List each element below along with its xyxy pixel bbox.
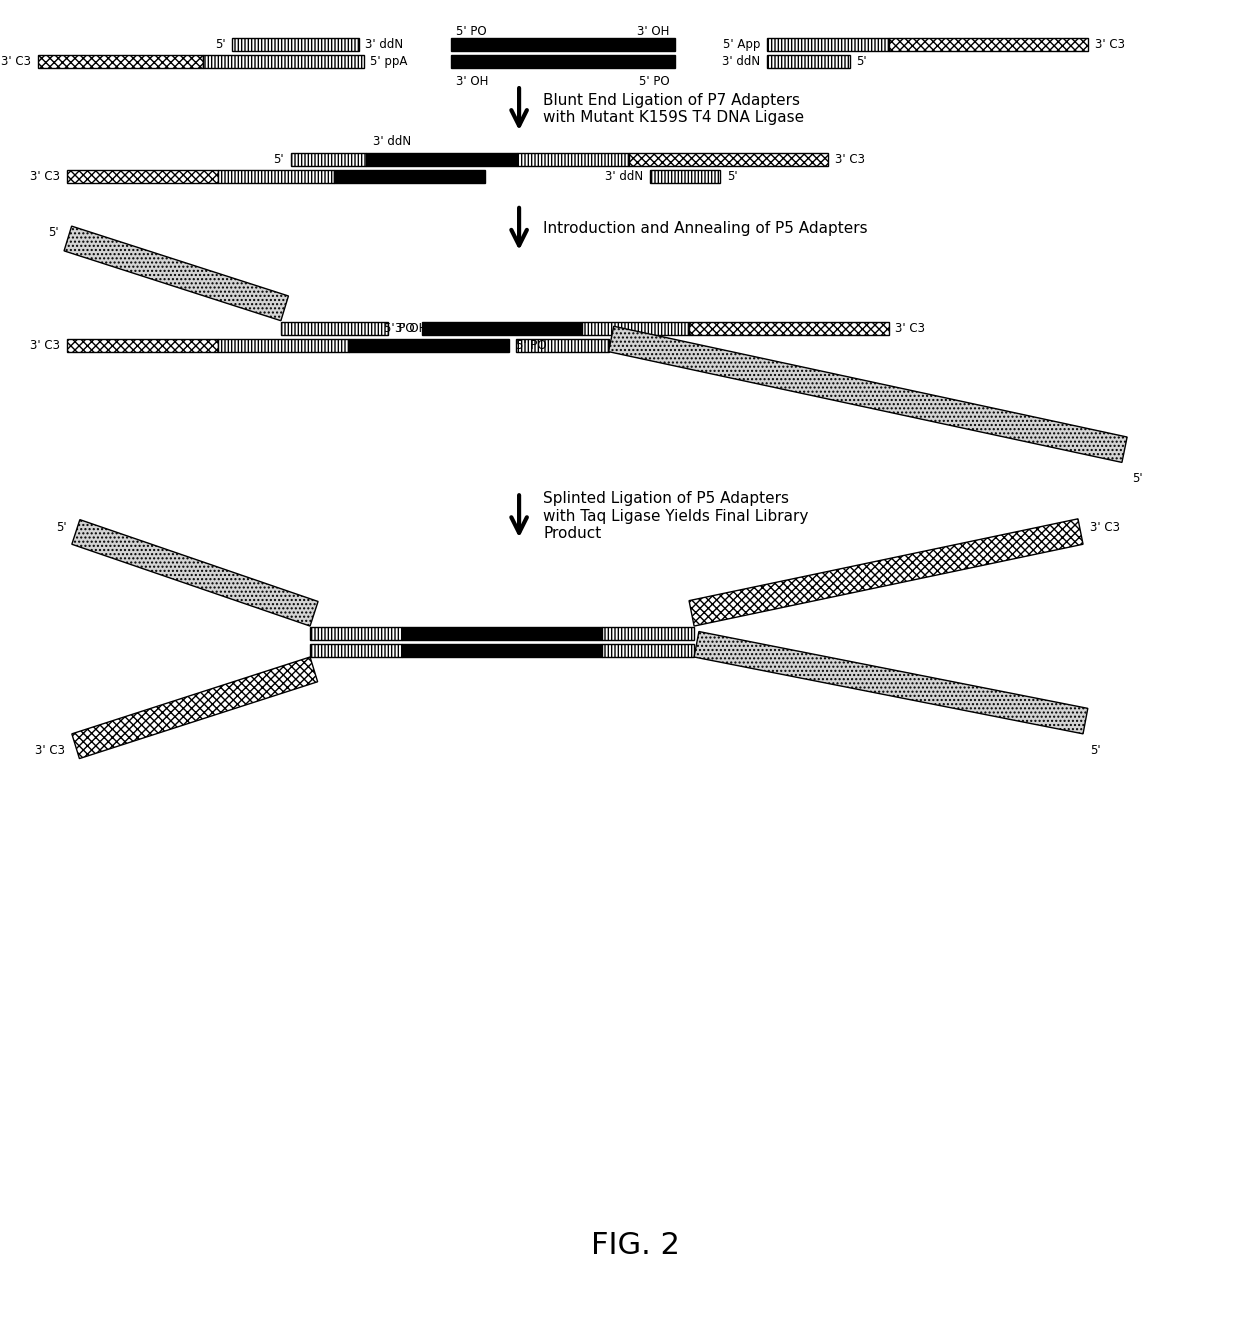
Bar (218, 338, 348, 352)
Bar (422, 321, 583, 334)
Bar (689, 321, 889, 334)
Text: 5' PO: 5' PO (384, 321, 415, 334)
Text: 3' C3: 3' C3 (1090, 521, 1120, 534)
Bar (451, 56, 675, 69)
Bar (232, 38, 358, 52)
Bar (203, 56, 363, 69)
Text: FIG. 2: FIG. 2 (591, 1231, 681, 1260)
Bar (67, 338, 218, 352)
Text: 3' OH: 3' OH (637, 25, 670, 38)
Bar (67, 171, 218, 182)
Text: Blunt End Ligation of P7 Adapters
with Mutant K159S T4 DNA Ligase: Blunt End Ligation of P7 Adapters with M… (543, 93, 805, 126)
Text: 5': 5' (727, 171, 738, 182)
Bar (310, 644, 403, 657)
Bar (281, 321, 388, 334)
Text: 5' PO: 5' PO (456, 25, 486, 38)
Polygon shape (689, 518, 1083, 627)
Text: 5': 5' (48, 226, 60, 239)
Text: 3' C3: 3' C3 (835, 153, 866, 167)
Polygon shape (609, 327, 1127, 463)
Text: 5' ppA: 5' ppA (371, 56, 408, 69)
Polygon shape (72, 657, 317, 759)
Text: 3' ddN: 3' ddN (366, 38, 403, 52)
Bar (629, 153, 828, 167)
Text: 5' App: 5' App (723, 38, 760, 52)
Text: 3' ddN: 3' ddN (722, 56, 760, 69)
Text: Splinted Ligation of P5 Adapters
with Taq Ligase Yields Final Library
Product: Splinted Ligation of P5 Adapters with Ta… (543, 492, 808, 541)
Text: 3' C3: 3' C3 (35, 744, 64, 756)
Bar (889, 38, 1087, 52)
Bar (768, 38, 889, 52)
Text: 5': 5' (56, 521, 67, 534)
Bar (348, 338, 510, 352)
Text: 5' PO: 5' PO (516, 338, 547, 352)
Polygon shape (64, 226, 289, 321)
Text: 5': 5' (1132, 472, 1142, 485)
Bar (310, 627, 403, 640)
Text: 5': 5' (273, 153, 284, 167)
Bar (601, 627, 694, 640)
Text: 5' PO: 5' PO (639, 75, 670, 89)
Text: 3' OH: 3' OH (477, 338, 510, 352)
Bar (650, 171, 720, 182)
Bar (37, 56, 203, 69)
Bar (403, 644, 601, 657)
Bar (517, 153, 629, 167)
Text: 5': 5' (1090, 744, 1100, 756)
Text: 3' OH: 3' OH (394, 321, 427, 334)
Bar (335, 171, 485, 182)
Text: 3' ddN: 3' ddN (373, 135, 412, 148)
Bar (367, 153, 517, 167)
Text: 3' C3: 3' C3 (30, 171, 61, 182)
Polygon shape (72, 520, 319, 627)
Bar (290, 153, 367, 167)
Bar (601, 644, 694, 657)
Bar (516, 338, 609, 352)
Text: 3' C3: 3' C3 (30, 338, 61, 352)
Text: 3' C3: 3' C3 (895, 321, 925, 334)
Text: 3' OH: 3' OH (456, 75, 489, 89)
Bar (451, 38, 675, 52)
Bar (768, 56, 849, 69)
Text: 5': 5' (215, 38, 226, 52)
Text: 5': 5' (857, 56, 867, 69)
Bar (403, 627, 601, 640)
Bar (583, 321, 689, 334)
Polygon shape (694, 632, 1087, 734)
Bar (218, 171, 335, 182)
Text: 3' C3: 3' C3 (1095, 38, 1125, 52)
Text: Introduction and Annealing of P5 Adapters: Introduction and Annealing of P5 Adapter… (543, 221, 868, 237)
Text: 3' C3: 3' C3 (1, 56, 31, 69)
Text: 3' ddN: 3' ddN (605, 171, 644, 182)
